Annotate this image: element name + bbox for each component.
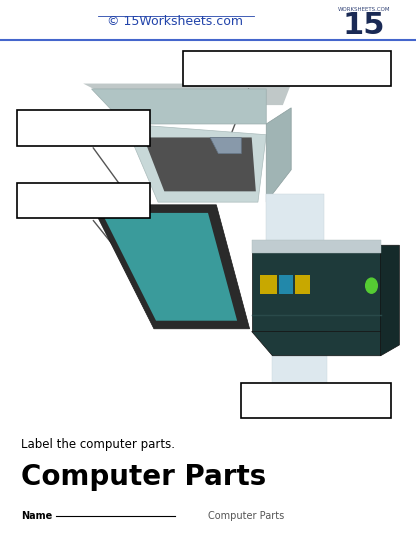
Polygon shape: [102, 213, 237, 321]
Polygon shape: [295, 275, 310, 294]
Polygon shape: [210, 137, 241, 154]
Polygon shape: [266, 108, 291, 202]
Polygon shape: [252, 245, 381, 331]
Polygon shape: [125, 124, 266, 202]
Bar: [183, 51, 391, 86]
Polygon shape: [144, 137, 256, 191]
Circle shape: [366, 278, 377, 293]
Text: Computer Parts: Computer Parts: [21, 463, 266, 491]
Text: 15: 15: [343, 11, 385, 40]
Text: Computer Parts: Computer Parts: [208, 512, 284, 521]
Bar: [17, 110, 150, 146]
Polygon shape: [260, 275, 277, 294]
Text: WORKSHEETS.COM: WORKSHEETS.COM: [338, 6, 390, 12]
Polygon shape: [279, 275, 293, 294]
Polygon shape: [381, 245, 399, 356]
Polygon shape: [83, 84, 291, 105]
Polygon shape: [92, 89, 266, 124]
Polygon shape: [92, 205, 250, 329]
Polygon shape: [272, 331, 327, 407]
Bar: [241, 383, 391, 418]
Polygon shape: [252, 240, 381, 253]
Bar: [17, 183, 150, 218]
Text: Name: Name: [21, 512, 52, 521]
Text: © 15Worksheets.com: © 15Worksheets.com: [107, 15, 243, 28]
Text: Label the computer parts.: Label the computer parts.: [21, 438, 175, 451]
Polygon shape: [252, 331, 381, 356]
Polygon shape: [266, 194, 324, 245]
